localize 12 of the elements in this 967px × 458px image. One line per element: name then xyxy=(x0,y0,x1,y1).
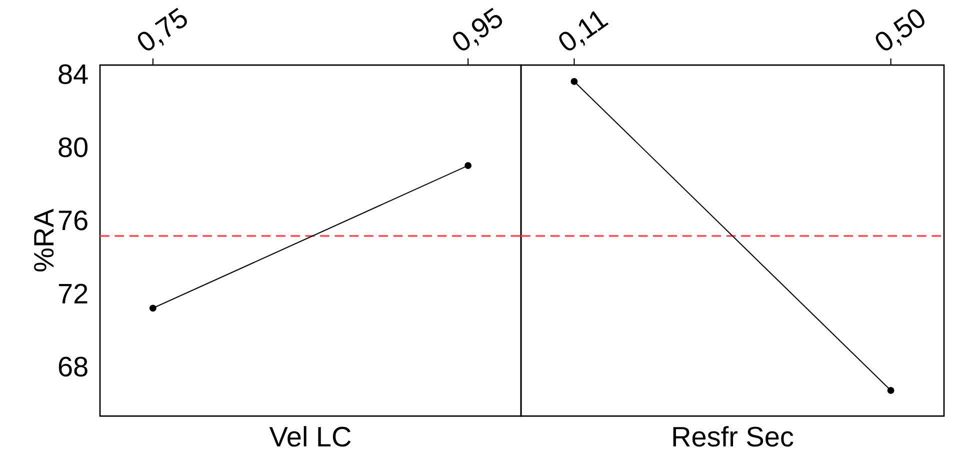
x-tick-label: 0,50 xyxy=(876,9,924,50)
x-axis-title: Vel LC xyxy=(269,426,351,447)
y-tick-label: 80 xyxy=(58,137,88,158)
x-tick-label: 0,75 xyxy=(138,8,187,50)
y-axis-title: %RA xyxy=(34,208,54,272)
x-tick-label: 0,11 xyxy=(559,11,609,50)
y-tick-label: 72 xyxy=(58,284,88,304)
x-tick-label: 0,95 xyxy=(453,8,502,50)
y-tick-label: 68 xyxy=(58,356,88,377)
y-tick-label: 84 xyxy=(58,64,88,84)
y-tick-label: 76 xyxy=(58,210,88,230)
x-axis-title: Resfr Sec xyxy=(673,426,794,447)
